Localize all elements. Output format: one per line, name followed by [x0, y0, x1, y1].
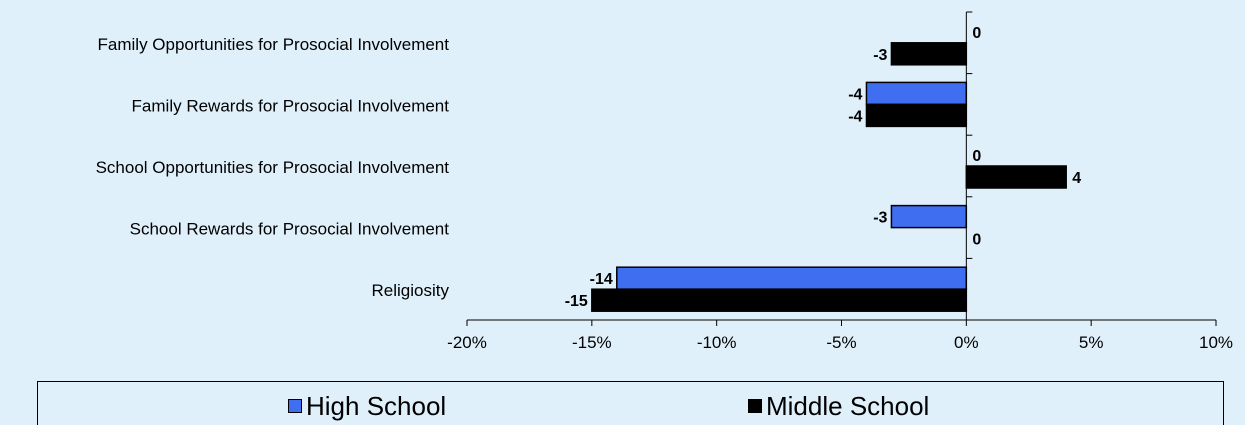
value-label-high-school: -3	[873, 210, 887, 227]
bar-middle-school	[890, 42, 968, 66]
legend-item-middle-school: Middle School	[748, 392, 929, 420]
value-label-middle-school: -4	[848, 108, 862, 125]
category-label: School Opportunities for Prosocial Invol…	[96, 158, 450, 177]
x-tick-label: -5%	[826, 333, 856, 352]
x-tick-label: -15%	[572, 333, 612, 352]
legend-label-middle-school: Middle School	[766, 391, 930, 421]
x-tick-labels: -20% -15% -10% -5% 0% 5% 10%	[447, 333, 1233, 352]
category-labels: Family Opportunities for Prosocial Invol…	[96, 35, 450, 300]
x-tick-label: -20%	[447, 333, 487, 352]
bar-middle-school	[591, 288, 968, 312]
value-label-middle-school: -3	[873, 47, 887, 64]
category-label: Family Opportunities for Prosocial Invol…	[98, 35, 450, 54]
category-label: School Rewards for Prosocial Involvement	[130, 220, 450, 239]
x-tick-label: 0%	[954, 333, 979, 352]
bar-middle-school	[965, 165, 1067, 189]
bar-high-school	[890, 204, 968, 229]
bar-high-school	[865, 81, 968, 106]
legend-swatch-middle-school	[748, 399, 762, 413]
x-tick-label: 5%	[1079, 333, 1104, 352]
value-label-high-school: 0	[972, 25, 981, 42]
value-label-middle-school: 4	[1072, 170, 1081, 187]
x-tick-label: 10%	[1199, 333, 1233, 352]
value-label-middle-school: 0	[972, 232, 981, 249]
legend-label-high-school: High School	[306, 391, 447, 421]
chart: Family Opportunities for Prosocial Invol…	[96, 11, 1233, 352]
category-label: Religiosity	[372, 281, 450, 300]
value-label-high-school: -4	[848, 86, 862, 103]
legend-item-high-school: High School	[288, 392, 446, 420]
legend: High School Middle School	[37, 381, 1224, 425]
axes	[466, 11, 1217, 326]
value-label-high-school: 0	[972, 148, 981, 165]
bar-high-school	[616, 266, 968, 290]
x-tick-label: -10%	[697, 333, 737, 352]
value-label-middle-school: -15	[565, 293, 588, 310]
category-label: Family Rewards for Prosocial Involvement	[132, 96, 450, 115]
value-labels: 0 -3 -4 -4 0 4 -3 0 -14-15	[565, 25, 1081, 310]
bar-middle-school	[865, 103, 968, 128]
legend-swatch-high-school	[288, 399, 302, 413]
value-label-high-school: -14	[590, 271, 613, 288]
bars	[591, 42, 1067, 312]
